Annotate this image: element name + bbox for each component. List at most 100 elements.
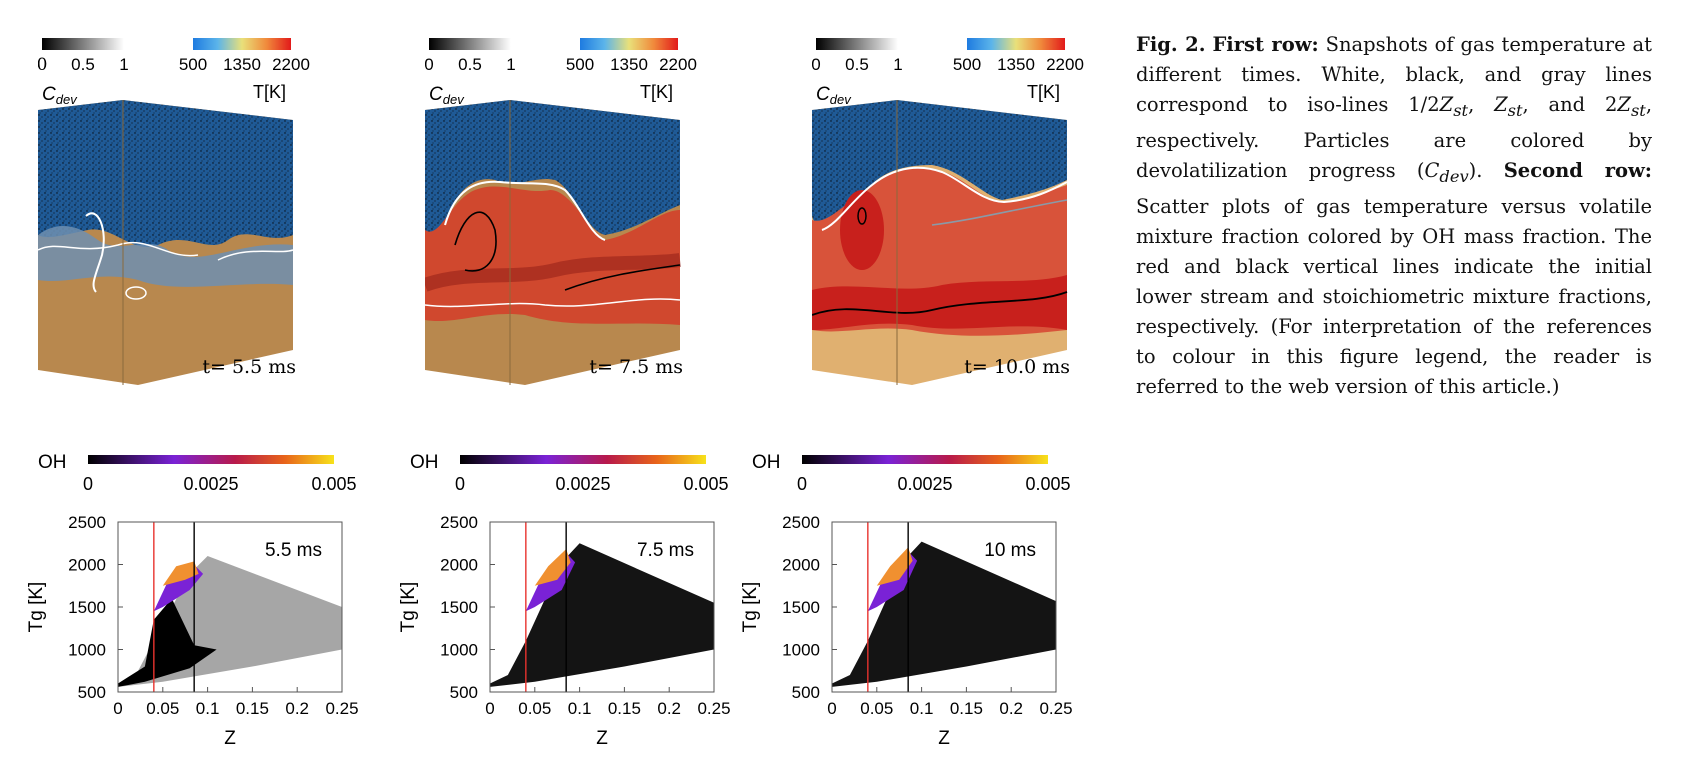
temp-tick-2: 2200 [659,55,697,74]
x-tick-label: 0.2 [999,699,1023,718]
y-tick-label: 2500 [782,513,820,532]
temp-tick-1: 1350 [997,55,1035,74]
oh-tick: 0 [83,474,93,494]
caption-zst-3: Z [1617,93,1631,116]
time-annotation: 5.5 ms [265,540,322,561]
temp-tick-1: 1350 [223,55,261,74]
x-tick-label: 0.15 [236,699,269,718]
scatter-cloud [490,543,714,687]
oh-tick: 0.0025 [555,474,610,494]
cdev-colorbar [429,38,511,50]
temp-label: T[K] [1027,82,1060,102]
snapshot-time: t= 5.5 ms [202,356,296,378]
caption-zst-1: Z [1439,93,1454,116]
cdev-tick-0: 0 [812,55,821,74]
x-tick-label: 0.25 [697,699,730,718]
snapshot-panel-3: 0 0.5 1 500 1350 2200 Cdev T[K] t= 10.0 … [811,30,1112,425]
caption-fig-label: Fig. 2. [1136,33,1206,56]
scatter-plot-3: OH 0 0.0025 0.005 0 0.05 0.1 0.15 0.2 0.25 500 1000… [740,452,1073,749]
caption-row2-label: Second row: [1503,158,1652,182]
cdev-tick-2: 1 [119,55,128,74]
x-tick-label: 0.05 [146,699,179,718]
y-tick-label: 500 [78,683,106,702]
scatter-plot-1: OH 0 0.0025 0.005 0 0.05 0.1 0.15 0.2 0.25 500 1000… [26,452,359,749]
oh-tick: 0.0025 [183,474,238,494]
oh-orange-region [534,549,571,586]
y-tick-label: 2000 [440,556,478,575]
x-tick-label: 0.05 [860,699,893,718]
temperature-colorbar [193,38,291,50]
cdev-tick-1: 0.5 [845,55,869,74]
oh-tick: 0.005 [1025,474,1070,494]
oh-tick: 0.005 [683,474,728,494]
temperature-colorbar [967,38,1065,50]
scatter-cloud-dense [118,598,217,687]
cdev-label: Cdev [42,84,78,107]
oh-tick: 0.005 [311,474,356,494]
cdev-colorbar [816,38,898,50]
x-tick-label: 0.2 [285,699,309,718]
temp-tick-1: 1350 [610,55,648,74]
snapshot-3-svg: 0 0.5 1 500 1350 2200 Cdev T[K] t= 10.0 … [811,38,1084,385]
x-tick-label: 0.25 [325,699,358,718]
cdev-tick-2: 1 [506,55,515,74]
time-annotation: 10 ms [984,540,1036,561]
cdev-tick-0: 0 [425,55,434,74]
cdev-colorbar [42,38,124,50]
snapshot-2-svg: 0 0.5 1 500 1350 2200 Cdev T[K] t= 7.5 m… [422,38,697,385]
figure-caption: Fig. 2. First row: Snapshots of gas temp… [1136,33,1653,398]
y-tick-label: 2000 [782,556,820,575]
snapshot-1-svg: 0 0.5 1 500 1350 2200 Cdev T[K] t= 5.5 m… [37,38,310,385]
x-tick-label: 0.15 [608,699,641,718]
caption-row1-label: First row: [1212,33,1319,56]
caption-row1-text-a: Snapshots of gas temperature at differen… [1136,33,1652,116]
cdev-tick-1: 0.5 [71,55,95,74]
y-axis-label: Tg [K] [26,582,47,633]
cdev-label: Cdev [429,84,465,107]
cdev-tick-2: 1 [893,55,902,74]
temperature-field-box [422,100,681,385]
oh-colorbar [88,455,334,464]
x-tick-label: 0.15 [950,699,983,718]
x-tick-label: 0.05 [518,699,551,718]
temp-tick-0: 500 [179,55,207,74]
x-axis-label: Z [596,728,608,749]
oh-orange-region [876,547,913,586]
x-tick-label: 0.2 [657,699,681,718]
caption-zst-2: Z [1494,93,1508,116]
oh-colorbar-label: OH [38,452,67,473]
time-annotation: 7.5 ms [637,540,694,561]
temp-tick-2: 2200 [1046,55,1084,74]
x-tick-label: 0 [113,699,122,718]
temp-label: T[K] [253,82,286,102]
y-tick-label: 500 [450,683,478,702]
oh-colorbar-label: OH [752,452,781,473]
temperature-field-box [811,100,1068,385]
x-axis-label: Z [224,728,236,749]
y-tick-label: 2500 [440,513,478,532]
x-axis-label: Z [938,728,950,749]
x-tick-label: 0.25 [1039,699,1072,718]
x-tick-label: 0 [485,699,494,718]
y-tick-label: 500 [792,683,820,702]
snapshot-panel-2: 0 0.5 1 500 1350 2200 Cdev T[K] t= 7.5 m… [422,30,725,425]
temp-label: T[K] [640,82,673,102]
caption-cdev: C [1424,158,1440,182]
y-tick-label: 2500 [68,513,106,532]
caption-row2-text: Scatter plots of gas temperature versus … [1136,194,1652,398]
snapshot-panel-1: 0 0.5 1 500 1350 2200 Cdev T[K] t= 5.5 m… [37,30,338,425]
x-tick-label: 0.1 [568,699,592,718]
scatter-plots: OH 0 0.0025 0.005 0 0.05 0.1 0.15 0.2 0.25 500 1000… [26,452,1073,749]
y-tick-label: 1000 [68,641,106,660]
oh-tick: 0 [797,474,807,494]
y-tick-label: 1500 [782,598,820,617]
scatter-cloud [832,541,1056,687]
oh-tick: 0 [455,474,465,494]
temp-tick-0: 500 [953,55,981,74]
scatter-plot-2: OH 0 0.0025 0.005 0 0.05 0.1 0.15 0.2 0.25 500 1000… [398,452,731,749]
snapshot-time: t= 10.0 ms [964,356,1070,378]
x-tick-label: 0.1 [196,699,220,718]
oh-tick: 0.0025 [897,474,952,494]
oh-colorbar-label: OH [410,452,439,473]
